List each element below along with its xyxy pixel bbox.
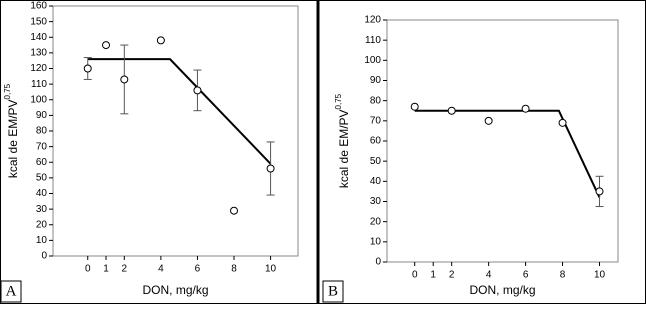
y-tick-label: 40	[370, 176, 382, 187]
x-tick-label: 4	[486, 270, 492, 281]
plot-area	[52, 5, 299, 257]
y-axis-label-text: kcal de EM/PV	[6, 99, 20, 178]
y-axis-label: kcal de EM/PV0,75	[334, 93, 351, 188]
y-tick-label: 60	[36, 157, 48, 168]
y-tick-label: 50	[370, 156, 382, 167]
y-tick-label: 40	[36, 188, 48, 199]
plot-area	[386, 19, 619, 263]
data-point	[156, 36, 165, 45]
y-tick-label: 80	[36, 126, 48, 137]
y-axis-label-superscript: 0,75	[3, 83, 12, 99]
y-tick-label: 100	[30, 94, 47, 105]
y-tick-label: 70	[36, 141, 48, 152]
y-tick-label: 90	[370, 75, 382, 86]
data-point	[558, 118, 567, 127]
y-tick-label: 110	[31, 79, 47, 90]
y-tick-label: 30	[36, 204, 48, 215]
fit-line	[87, 58, 272, 165]
x-axis-label: DON, mg/kg	[142, 283, 208, 297]
data-point	[484, 116, 493, 125]
data-point	[83, 64, 92, 73]
y-tick-label: 20	[370, 216, 382, 227]
y-tick-label: 0	[375, 257, 381, 268]
y-tick-label: 10	[370, 236, 382, 247]
y-axis-label-text: kcal de EM/PV	[337, 109, 351, 188]
data-point	[266, 164, 275, 173]
data-point	[102, 41, 111, 50]
x-tick-label: 1	[430, 270, 436, 281]
x-tick-label: 10	[265, 264, 277, 275]
data-point	[120, 75, 129, 84]
x-tick-label: 6	[195, 264, 201, 275]
y-tick-label: 50	[36, 173, 48, 184]
x-tick-label: 1	[103, 264, 109, 275]
data-point	[447, 106, 456, 115]
x-tick-label: 0	[85, 264, 91, 275]
panel-label: A	[6, 283, 17, 299]
y-tick-label: 20	[36, 219, 48, 230]
x-tick-label: 8	[560, 270, 566, 281]
fit-line	[414, 109, 601, 198]
y-tick-label: 80	[370, 95, 382, 106]
panel-label-box	[0, 280, 22, 303]
data-point	[193, 86, 202, 95]
y-tick-label: 150	[30, 16, 47, 27]
y-tick-label: 30	[370, 196, 382, 207]
y-axis-label-superscript: 0,75	[334, 93, 343, 109]
x-tick-label: 0	[412, 270, 418, 281]
y-axis-label: kcal de EM/PV0,75	[3, 83, 20, 178]
y-tick-label: 10	[36, 235, 48, 246]
y-tick-label: 100	[364, 55, 381, 66]
y-tick-label: 110	[365, 35, 381, 46]
data-point	[230, 206, 239, 215]
y-tick-label: 90	[36, 110, 48, 121]
x-tick-label: 6	[523, 270, 529, 281]
x-tick-label: 2	[122, 264, 128, 275]
y-tick-label: 160	[30, 1, 47, 12]
y-tick-label: 0	[41, 251, 47, 262]
x-tick-label: 8	[231, 264, 237, 275]
panel-label: B	[328, 283, 338, 299]
panel-label-box	[322, 280, 344, 303]
data-point	[521, 104, 530, 113]
x-axis-label: DON, mg/kg	[469, 283, 535, 297]
data-point	[410, 102, 419, 111]
y-tick-label: 70	[370, 115, 382, 126]
x-tick-label: 2	[449, 270, 455, 281]
x-tick-label: 4	[158, 264, 164, 275]
y-tick-label: 60	[370, 136, 382, 147]
y-tick-label: 120	[364, 15, 381, 26]
x-tick-label: 10	[594, 270, 606, 281]
y-tick-label: 130	[30, 48, 47, 59]
data-point	[595, 187, 604, 196]
y-tick-label: 140	[30, 32, 47, 43]
y-tick-label: 120	[30, 63, 47, 74]
